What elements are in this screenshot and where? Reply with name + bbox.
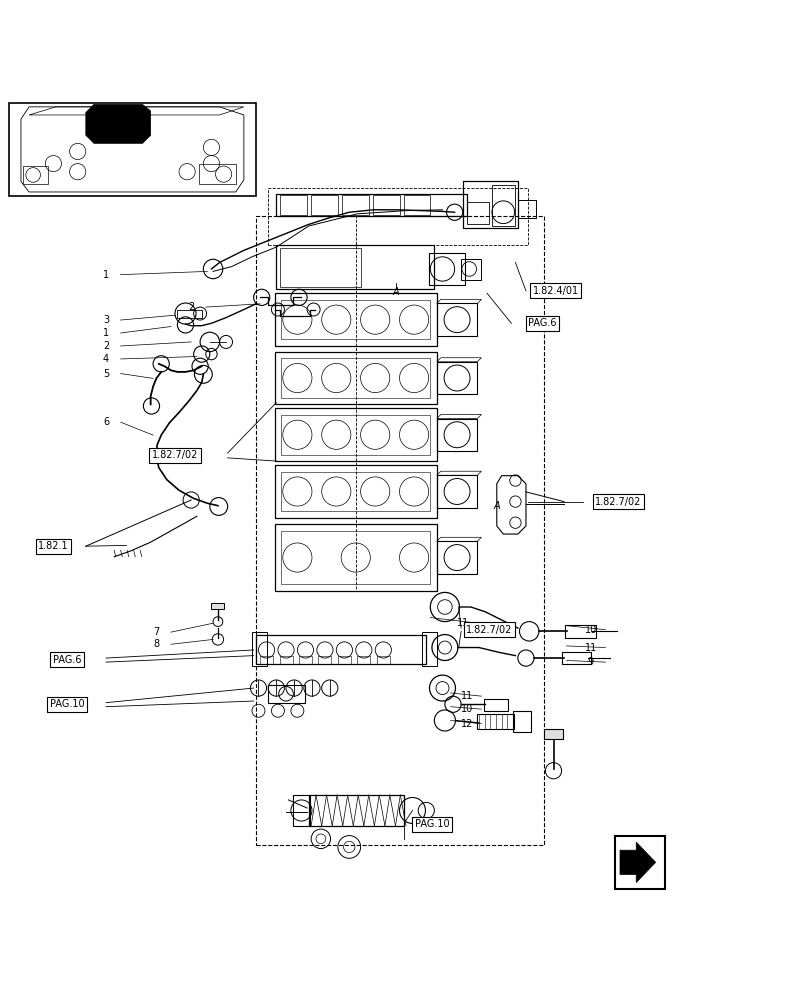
Bar <box>177 310 201 318</box>
Bar <box>436 303 477 336</box>
Bar <box>274 352 436 404</box>
Bar <box>280 195 307 215</box>
Bar <box>308 795 404 826</box>
Text: 1.82.4/01: 1.82.4/01 <box>532 286 578 296</box>
Text: 5: 5 <box>103 369 109 379</box>
Bar <box>281 358 430 398</box>
Bar <box>268 685 304 703</box>
Bar <box>274 524 436 591</box>
Bar <box>281 300 430 339</box>
Text: 9: 9 <box>587 657 593 667</box>
Bar <box>428 253 465 285</box>
Bar <box>255 635 426 664</box>
Text: 11: 11 <box>456 618 468 628</box>
Text: 1.82.1: 1.82.1 <box>38 541 69 551</box>
Bar <box>436 362 477 394</box>
Text: 1.82.7/02: 1.82.7/02 <box>152 450 198 460</box>
Text: 1: 1 <box>103 328 109 338</box>
Bar <box>466 202 489 224</box>
Bar <box>281 472 430 511</box>
Bar <box>337 656 350 664</box>
Text: PAG.6: PAG.6 <box>527 318 556 328</box>
Text: 1: 1 <box>103 270 109 280</box>
Text: A: A <box>393 287 399 297</box>
Bar <box>341 195 368 215</box>
Bar <box>483 699 508 711</box>
Bar <box>376 656 389 664</box>
Bar <box>251 632 266 666</box>
Bar <box>276 194 466 216</box>
Text: 11: 11 <box>584 643 596 653</box>
Text: PAG.6: PAG.6 <box>53 655 81 665</box>
Bar <box>274 293 436 346</box>
Bar <box>461 259 481 280</box>
Polygon shape <box>86 104 151 143</box>
Text: 8: 8 <box>153 639 159 649</box>
Bar <box>274 465 436 518</box>
Bar <box>436 541 477 574</box>
Text: 10: 10 <box>460 704 472 714</box>
Text: 3: 3 <box>103 315 109 325</box>
Bar <box>281 415 430 455</box>
Text: A: A <box>493 501 500 511</box>
Bar <box>276 245 434 289</box>
Bar <box>436 419 477 451</box>
Bar <box>357 656 370 664</box>
Text: 12: 12 <box>460 719 472 729</box>
Bar <box>24 166 48 184</box>
Bar <box>477 714 513 729</box>
Bar <box>274 408 436 461</box>
Bar <box>281 531 430 584</box>
Bar <box>9 103 255 196</box>
Text: 2: 2 <box>103 341 109 351</box>
Text: 1.82.7/02: 1.82.7/02 <box>466 625 512 635</box>
Text: PAG.10: PAG.10 <box>414 819 448 829</box>
Polygon shape <box>620 842 654 883</box>
Bar <box>279 656 292 664</box>
Text: 7: 7 <box>153 627 159 637</box>
Text: 6: 6 <box>103 417 109 427</box>
Text: 4: 4 <box>103 354 109 364</box>
Bar <box>436 475 477 508</box>
Bar <box>255 216 543 845</box>
Text: 11: 11 <box>460 691 472 701</box>
Bar <box>491 185 514 226</box>
Bar <box>311 195 337 215</box>
Bar <box>543 729 563 739</box>
Bar <box>517 200 535 218</box>
Bar <box>422 632 436 666</box>
Text: PAG.10: PAG.10 <box>49 699 84 709</box>
Bar <box>268 188 527 245</box>
Bar <box>564 625 595 638</box>
Bar <box>199 164 235 184</box>
Text: 10: 10 <box>584 625 596 635</box>
Bar <box>562 652 590 664</box>
Bar <box>211 603 224 609</box>
Bar <box>292 795 310 826</box>
Bar <box>372 195 399 215</box>
Bar <box>260 656 272 664</box>
Bar <box>298 656 311 664</box>
Bar <box>280 248 361 287</box>
Bar <box>318 656 331 664</box>
Bar <box>403 195 430 215</box>
Bar <box>513 711 530 732</box>
Text: 1.82.7/02: 1.82.7/02 <box>594 497 641 507</box>
Bar <box>462 181 517 228</box>
Bar <box>615 836 664 889</box>
Text: 2: 2 <box>188 302 194 312</box>
